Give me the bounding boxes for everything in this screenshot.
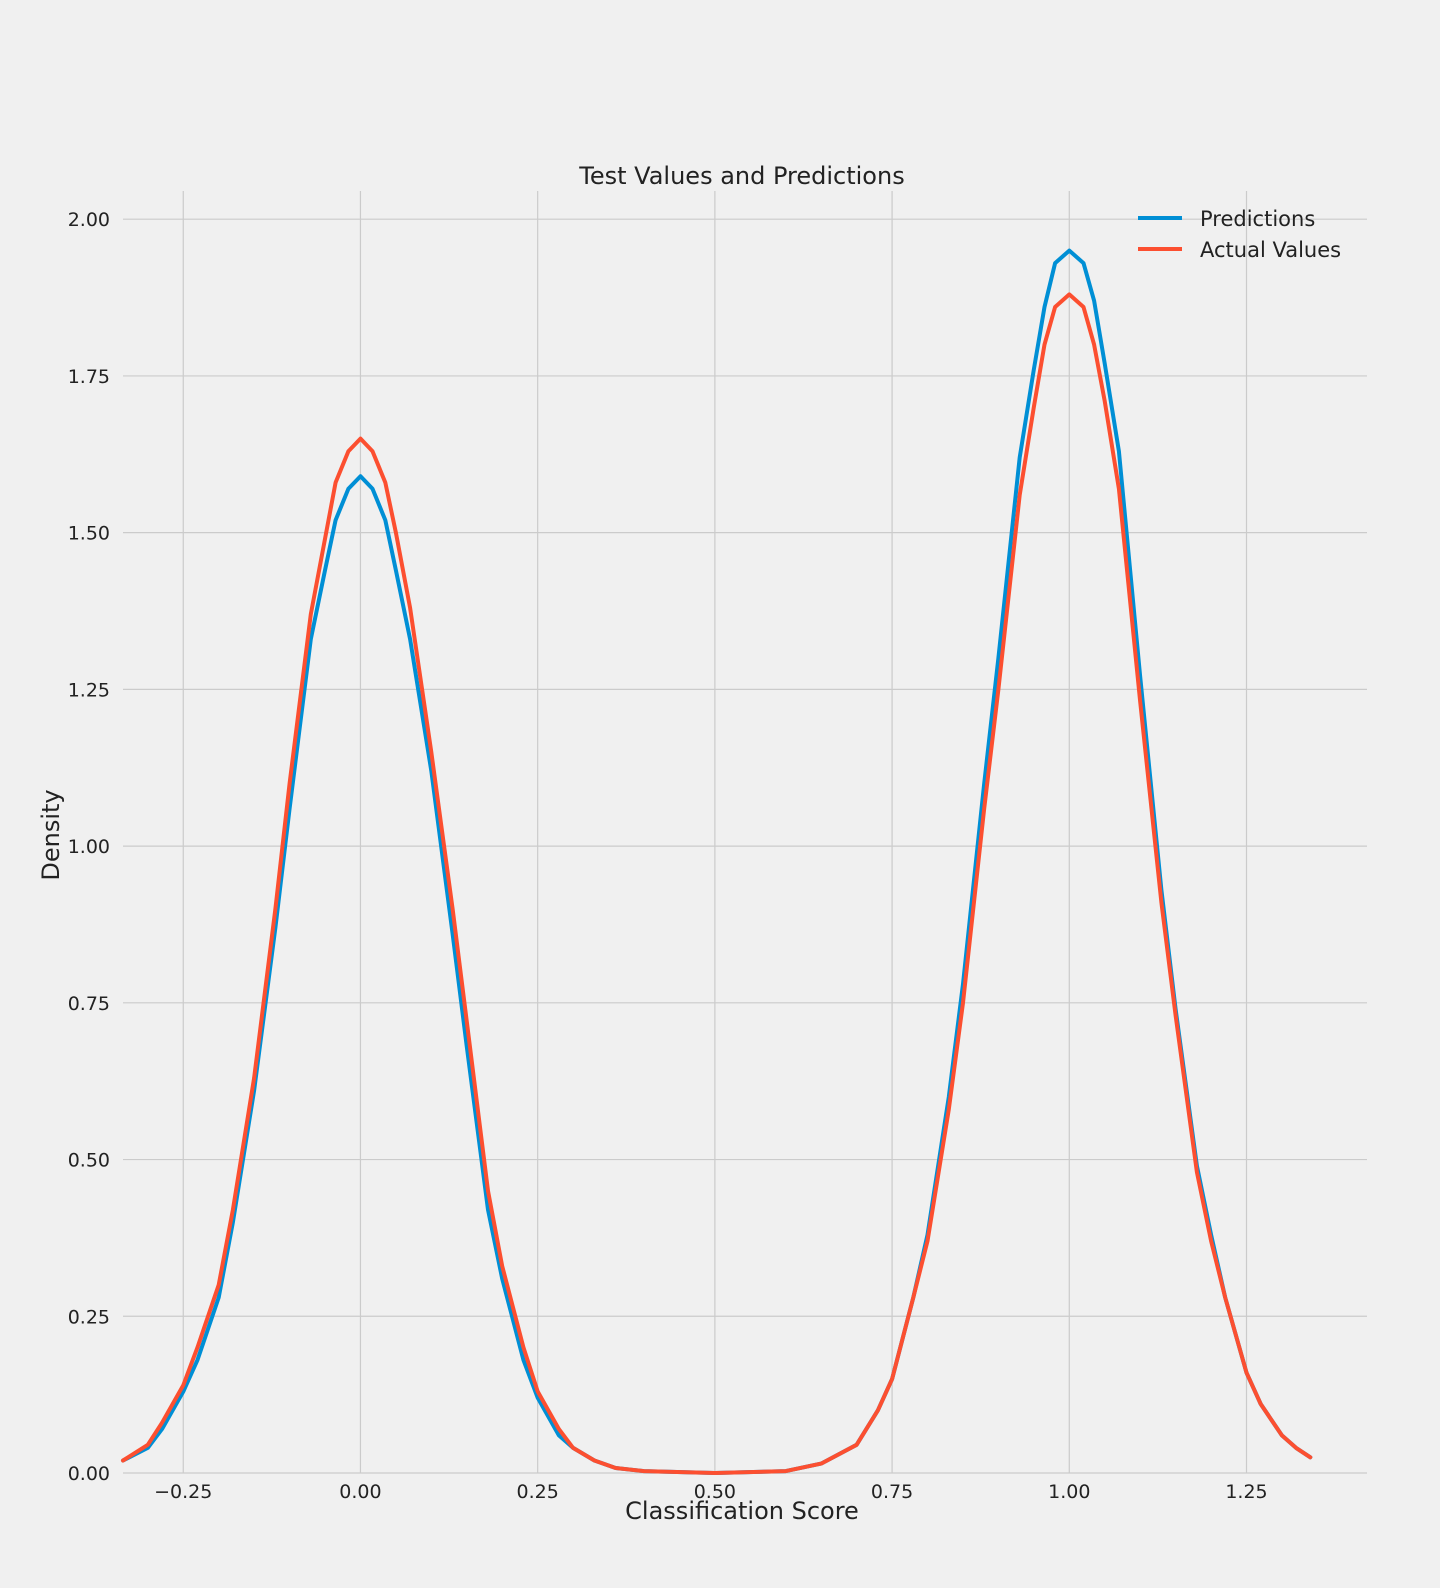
y-tick-label: 0.00: [68, 1463, 110, 1485]
series-layer: [121, 248, 1313, 1475]
x-tick-label: 0.50: [694, 1481, 736, 1503]
x-tick-label: 1.00: [1048, 1481, 1090, 1503]
y-tick-label: 0.75: [68, 993, 110, 1015]
x-axis-label: Classification Score: [625, 1497, 859, 1525]
y-tick-label: 2.00: [68, 209, 110, 231]
x-tick-label: 0.75: [871, 1481, 913, 1503]
y-axis-label: Density: [37, 789, 65, 880]
series-line-actual-values: [121, 292, 1313, 1475]
tick-labels: −0.25 0.00 0.25 0.50 0.75 1.00 1.25 0.00 0.25 0.5…: [68, 209, 1268, 1503]
x-tick-label: 1.25: [1225, 1481, 1267, 1503]
y-tick-label: 1.50: [68, 523, 110, 545]
y-tick-label: 1.00: [68, 836, 110, 858]
legend: Predictions Actual Values: [1138, 207, 1341, 262]
legend-label-predictions: Predictions: [1200, 207, 1315, 231]
chart-title: Test Values and Predictions: [578, 162, 904, 190]
y-tick-label: 1.25: [68, 679, 110, 701]
y-tick-label: 0.25: [68, 1306, 110, 1328]
y-tick-label: 0.50: [68, 1150, 110, 1172]
x-tick-label: 0.25: [517, 1481, 559, 1503]
y-tick-label: 1.75: [68, 366, 110, 388]
legend-label-actual-values: Actual Values: [1200, 238, 1341, 262]
x-tick-label: 0.00: [339, 1481, 381, 1503]
x-tick-label: −0.25: [154, 1481, 212, 1503]
grid: [123, 191, 1367, 1474]
